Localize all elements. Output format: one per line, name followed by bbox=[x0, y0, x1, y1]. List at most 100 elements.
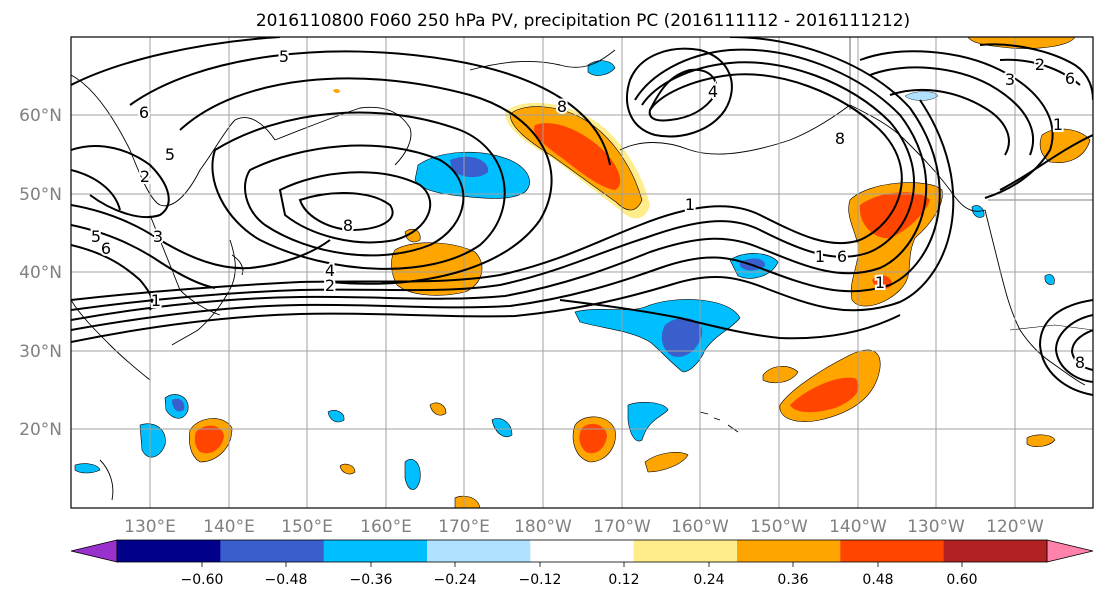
contour-labels: 5 6 5 2 5 6 3 1 8 4 2 8 4 1 8 1 6 1 3 2 … bbox=[89, 45, 1087, 374]
colorbar-extend-low bbox=[70, 539, 118, 563]
blue-region-central-pacific bbox=[574, 299, 741, 373]
pv-contour bbox=[71, 169, 121, 211]
figure-title: 2016110800 F060 250 hPa PV, precipitatio… bbox=[256, 11, 910, 31]
contour-label: 3 bbox=[153, 227, 163, 246]
coastline-north-america bbox=[984, 209, 1086, 386]
lat-label: 30°N bbox=[19, 342, 62, 362]
blue-region-small-7 bbox=[74, 463, 101, 474]
colorbar-tick-label: −0.48 bbox=[265, 572, 308, 588]
orange-region-small-i bbox=[333, 88, 340, 94]
colorbar-tick-label: 0.48 bbox=[862, 572, 893, 588]
contour-label: 1 bbox=[875, 273, 885, 292]
contour-label: 1 bbox=[815, 247, 825, 266]
pv-contour bbox=[278, 171, 432, 244]
lat-label: 20°N bbox=[19, 420, 62, 440]
coastline-alaska bbox=[469, 49, 986, 212]
pv-contour bbox=[71, 37, 281, 86]
lon-label: 170°E bbox=[438, 517, 490, 537]
lon-label: 130°E bbox=[124, 517, 176, 537]
pv-contour bbox=[869, 66, 1035, 156]
contour-label: 5 bbox=[165, 145, 175, 164]
contour-label: 6 bbox=[1065, 69, 1075, 88]
pv-contour bbox=[71, 244, 153, 311]
orange-region-small-b bbox=[429, 402, 447, 416]
pv-contour bbox=[244, 144, 465, 257]
pv-contour bbox=[559, 299, 901, 340]
pv-contour bbox=[71, 48, 928, 321]
lon-label: 150°E bbox=[281, 517, 333, 537]
lon-label: 170°W bbox=[593, 517, 651, 537]
contour-label: 4 bbox=[708, 82, 718, 101]
colorbar-tick-label: −0.12 bbox=[519, 572, 562, 588]
contour-label: 1 bbox=[151, 291, 161, 310]
contour-label: 8 bbox=[835, 129, 845, 148]
coastline-japan bbox=[171, 239, 236, 346]
colorbar-tick-label: −0.60 bbox=[181, 572, 224, 588]
blue-core-central-pacific bbox=[661, 317, 703, 357]
red-core-east bbox=[859, 192, 930, 239]
red-core-bering bbox=[534, 123, 621, 190]
contour-label: 1 bbox=[685, 195, 695, 214]
pv-contour bbox=[999, 58, 1081, 86]
lon-label: 140°E bbox=[203, 517, 255, 537]
pv-contour bbox=[1070, 329, 1093, 371]
lon-label: 120°W bbox=[986, 517, 1044, 537]
latitude-labels: 60°N 50°N 40°N 30°N 20°N bbox=[19, 106, 62, 440]
orange-region-small-f bbox=[1026, 434, 1056, 447]
colorbar-tick-label: 0.12 bbox=[608, 572, 639, 588]
pv-contour bbox=[889, 88, 1010, 156]
contour-label: 8 bbox=[557, 97, 567, 116]
contour-label: 8 bbox=[343, 216, 353, 235]
blue-region-small-9 bbox=[904, 91, 939, 101]
colorbar-bin bbox=[220, 540, 325, 562]
political-borders bbox=[849, 37, 1093, 331]
blue-region-small-3 bbox=[491, 418, 513, 438]
blue-region-philippine bbox=[139, 423, 166, 458]
blue-region-small-2 bbox=[404, 459, 421, 490]
lon-label: 130°W bbox=[907, 517, 965, 537]
contour-label: 2 bbox=[325, 276, 335, 295]
colorbar-bin bbox=[840, 540, 945, 562]
red-core-philippine bbox=[194, 425, 224, 454]
red-core-subtropical bbox=[790, 377, 859, 413]
colorbar-bin bbox=[633, 540, 738, 562]
lon-label: 150°W bbox=[750, 517, 808, 537]
colorbar-frame bbox=[116, 539, 1048, 563]
pv-contour bbox=[71, 37, 941, 331]
red-core-ring bbox=[579, 423, 607, 454]
contour-label: 2 bbox=[1035, 55, 1045, 74]
colorbar-tick-labels: −0.60 −0.48 −0.36 −0.24 −0.12 0.12 0.24 … bbox=[181, 572, 978, 588]
blue-core-aleutian bbox=[450, 156, 489, 178]
colorbar-bin bbox=[943, 540, 1048, 562]
border-us-mexico bbox=[1009, 324, 1093, 331]
colorbar-extend-high bbox=[1046, 539, 1094, 563]
contour-label: 5 bbox=[279, 47, 289, 66]
contour-label: 1 bbox=[1053, 115, 1063, 134]
lat-label: 50°N bbox=[19, 185, 62, 205]
orange-region-small-c bbox=[339, 463, 356, 475]
colorbar-bin bbox=[427, 540, 531, 562]
colorbar-ticks bbox=[201, 562, 963, 567]
lon-label: 160°E bbox=[360, 517, 412, 537]
pv-contour bbox=[1038, 299, 1093, 396]
lon-label: 180°W bbox=[514, 517, 572, 537]
pv-contour bbox=[859, 50, 1054, 199]
blue-region-small-1 bbox=[327, 410, 345, 423]
orange-region-small-a bbox=[762, 366, 799, 384]
contour-label: 5 bbox=[91, 227, 101, 246]
coastline-kamchatka bbox=[274, 106, 412, 166]
pv-contour bbox=[979, 43, 1093, 101]
colorbar-bin bbox=[117, 540, 221, 562]
contour-label: 6 bbox=[101, 239, 111, 258]
orange-region-small-e bbox=[454, 495, 481, 508]
longitude-labels: 130°E 140°E 150°E 160°E 170°E 180°W 170°… bbox=[124, 517, 1044, 537]
contour-label: 3 bbox=[1005, 70, 1015, 89]
colorbar-bins bbox=[117, 540, 1048, 562]
pv-contours bbox=[71, 37, 1093, 396]
contour-label: 8 bbox=[1075, 353, 1085, 372]
pv-contour bbox=[179, 77, 553, 285]
blue-region-small-8 bbox=[1044, 274, 1055, 285]
pv-contour bbox=[71, 204, 331, 270]
